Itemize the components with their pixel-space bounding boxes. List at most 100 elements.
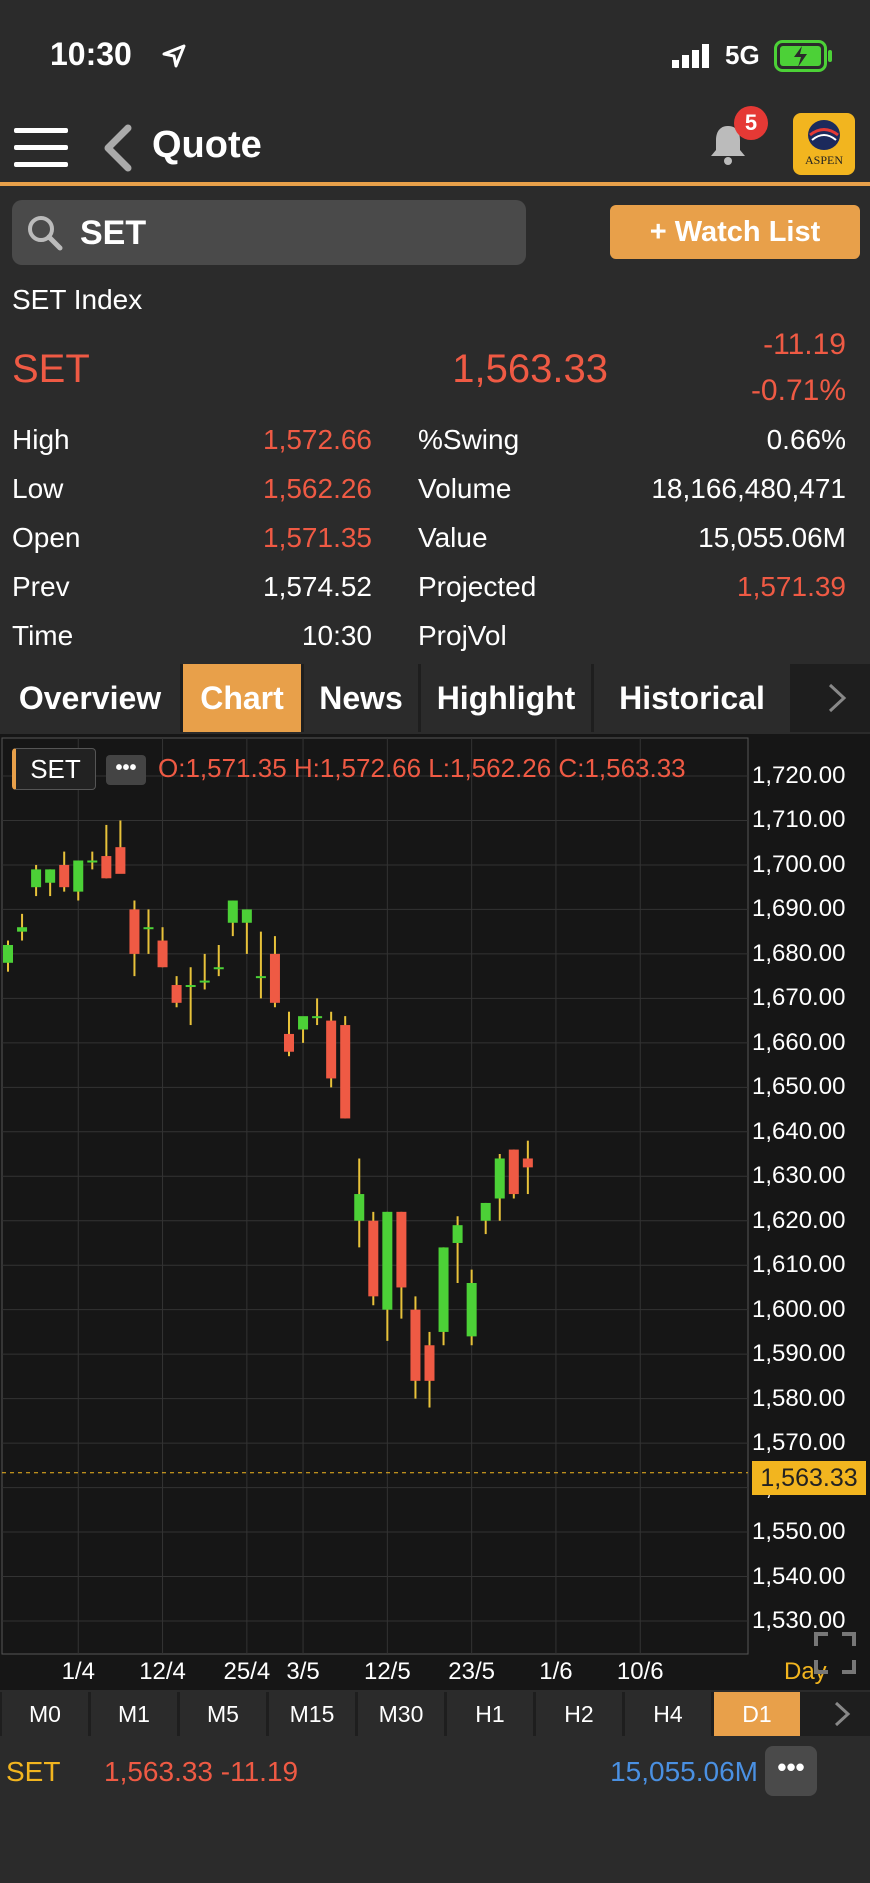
candle-up bbox=[312, 1016, 323, 1019]
y-tick-label: 1,660.00 bbox=[752, 1028, 846, 1056]
timeframe-h4[interactable]: H4 bbox=[625, 1692, 711, 1736]
tab-chart[interactable]: Chart bbox=[183, 664, 301, 732]
network-type: 5G bbox=[725, 40, 760, 70]
y-tick-label: 1,590.00 bbox=[752, 1340, 846, 1368]
candle-up bbox=[45, 869, 56, 883]
x-tick-label: 23/5 bbox=[448, 1658, 495, 1685]
candle-up bbox=[227, 900, 238, 923]
prev-value: 1,574.52 bbox=[263, 571, 372, 602]
time-label: Time bbox=[12, 620, 74, 651]
timeframe-d1[interactable]: D1 bbox=[714, 1692, 800, 1736]
timeframe-scroll-right-icon[interactable] bbox=[832, 1700, 852, 1728]
value-label: Value bbox=[418, 522, 488, 553]
timeframe-m1[interactable]: M1 bbox=[91, 1692, 177, 1736]
projected-label: Projected bbox=[418, 571, 537, 602]
symbol-search-field[interactable]: SET bbox=[12, 200, 526, 265]
candle-down bbox=[269, 953, 280, 1003]
y-tick-label: 1,700.00 bbox=[752, 850, 846, 878]
add-watchlist-button[interactable]: + Watch List bbox=[610, 205, 860, 259]
chart-options-button[interactable]: ••• bbox=[106, 755, 146, 785]
security-name: SET Index bbox=[12, 284, 143, 315]
back-chevron-icon[interactable] bbox=[100, 124, 134, 172]
location-arrow-icon bbox=[162, 44, 186, 68]
x-tick-label: 12/5 bbox=[363, 1658, 411, 1685]
candle-up bbox=[241, 909, 252, 923]
x-tick-label: 1/4 bbox=[61, 1658, 95, 1685]
current-price-marker: 1,563.33 bbox=[752, 1461, 866, 1495]
tabs-scroll-right-icon[interactable] bbox=[826, 682, 848, 714]
hamburger-menu-icon[interactable] bbox=[14, 126, 68, 170]
candle-up bbox=[466, 1283, 477, 1337]
quote-symbol: SET bbox=[12, 347, 90, 391]
candle-up bbox=[143, 927, 154, 930]
fullscreen-expand-icon[interactable] bbox=[812, 1630, 858, 1676]
battery-icon bbox=[774, 40, 832, 72]
projected-value: 1,571.39 bbox=[737, 571, 846, 602]
timeframe-h2[interactable]: H2 bbox=[536, 1692, 622, 1736]
candle-down bbox=[101, 856, 112, 879]
candle-down bbox=[368, 1220, 379, 1297]
prev-label: Prev bbox=[12, 571, 70, 602]
tab-highlight[interactable]: Highlight bbox=[421, 664, 591, 732]
footer-value: 15,055.06M bbox=[610, 1756, 758, 1787]
y-tick-label: 1,690.00 bbox=[752, 895, 846, 923]
y-tick-label: 1,650.00 bbox=[752, 1073, 846, 1101]
candle-down bbox=[129, 909, 140, 954]
open-value: 1,571.35 bbox=[263, 522, 372, 553]
search-value: SET bbox=[80, 214, 147, 252]
page-title: Quote bbox=[152, 124, 262, 166]
aspen-logo[interactable]: ASPEN bbox=[793, 113, 855, 175]
signal-icon bbox=[672, 44, 709, 68]
y-tick-label: 1,550.00 bbox=[752, 1518, 846, 1546]
y-tick-label: 1,670.00 bbox=[752, 984, 846, 1012]
candle-down bbox=[59, 864, 70, 888]
candle-up bbox=[31, 869, 42, 888]
candle-down bbox=[157, 940, 168, 968]
plot-frame bbox=[1, 737, 749, 1655]
timeframe-m0[interactable]: M0 bbox=[2, 1692, 88, 1736]
candle-down bbox=[115, 847, 126, 874]
swing-value: 0.66% bbox=[766, 424, 846, 455]
projvol-label: ProjVol bbox=[418, 620, 507, 651]
y-tick-label: 1,540.00 bbox=[752, 1562, 846, 1590]
candle-up bbox=[199, 980, 210, 983]
timeframe-m30[interactable]: M30 bbox=[358, 1692, 444, 1736]
logo-text: ASPEN bbox=[804, 153, 843, 167]
candle-up bbox=[87, 860, 98, 863]
notification-bell-icon[interactable] bbox=[708, 122, 748, 166]
chart-symbol-tag[interactable]: SET bbox=[12, 748, 96, 790]
tab-overview[interactable]: Overview bbox=[0, 664, 180, 732]
last-price: 1,563.33 bbox=[452, 347, 608, 391]
timeframe-m5[interactable]: M5 bbox=[180, 1692, 266, 1736]
y-tick-label: 1,530.00 bbox=[752, 1607, 846, 1634]
timeframe-h1[interactable]: H1 bbox=[447, 1692, 533, 1736]
y-tick-label: 1,610.00 bbox=[752, 1251, 846, 1279]
footer-more-button[interactable]: ••• bbox=[765, 1746, 817, 1796]
candle-up bbox=[354, 1194, 365, 1221]
notification-badge: 5 bbox=[734, 106, 768, 140]
y-tick-label: 1,630.00 bbox=[752, 1162, 846, 1190]
x-tick-label: 3/5 bbox=[286, 1658, 320, 1685]
candle-up bbox=[494, 1158, 505, 1199]
high-label: High bbox=[12, 424, 70, 455]
candle-down bbox=[410, 1309, 421, 1381]
time-value: 10:30 bbox=[301, 620, 372, 651]
price-chart-area[interactable] bbox=[0, 734, 870, 1690]
tab-news[interactable]: News bbox=[304, 664, 418, 732]
price-change: -11.19 bbox=[763, 328, 846, 361]
low-label: Low bbox=[12, 473, 64, 504]
candle-up bbox=[3, 945, 13, 963]
footer-price-change: 1,563.33 -11.19 bbox=[104, 1756, 299, 1787]
status-time: 10:30 bbox=[50, 36, 132, 72]
low-value: 1,562.26 bbox=[263, 473, 372, 504]
y-tick-label: 1,710.00 bbox=[752, 806, 846, 834]
tab-historical[interactable]: Historical bbox=[594, 664, 790, 732]
candle-up bbox=[298, 1016, 309, 1030]
candlestick-chart[interactable] bbox=[0, 734, 870, 1690]
price-change-percent: -0.71% bbox=[750, 374, 846, 407]
volume-value: 18,166,480,471 bbox=[651, 473, 846, 504]
timeframe-m15[interactable]: M15 bbox=[269, 1692, 355, 1736]
candle-up bbox=[185, 985, 196, 988]
y-tick-label: 1,640.00 bbox=[752, 1117, 846, 1145]
candle-up bbox=[255, 976, 266, 979]
